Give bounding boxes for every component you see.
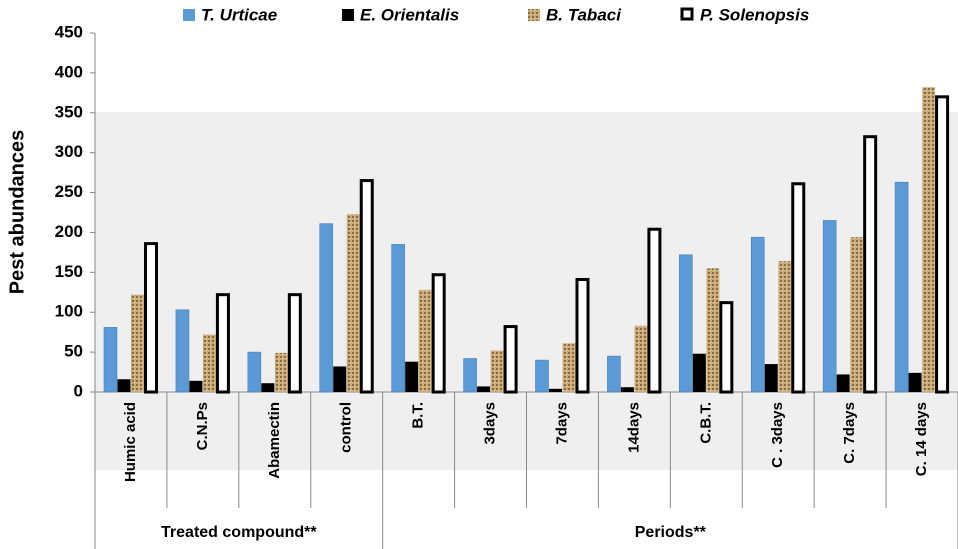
x-tick-label: C.B.T. [697, 402, 714, 444]
legend-label: T. Urticae [201, 5, 277, 24]
bar [202, 334, 216, 392]
y-tick-label: 100 [55, 302, 83, 321]
bar [189, 380, 203, 392]
bar [503, 325, 518, 394]
x-tick-label: Humic acid [122, 402, 139, 482]
bar [431, 273, 446, 394]
bar [418, 289, 432, 392]
y-tick-label: 250 [55, 182, 83, 201]
bar [261, 383, 275, 392]
bar [274, 352, 288, 392]
bar [144, 242, 158, 394]
x-tick-label: C . 3days [769, 402, 786, 468]
bar [247, 351, 262, 393]
x-tick-label: 3days [482, 402, 499, 445]
bar [706, 268, 720, 392]
y-tick-label: 350 [55, 102, 83, 121]
legend-swatch [183, 9, 195, 21]
bar [405, 361, 419, 392]
bar [620, 387, 634, 392]
bar [490, 350, 504, 392]
y-tick-label: 0 [74, 381, 83, 400]
bar [535, 359, 549, 393]
bar [175, 309, 190, 393]
y-tick-label: 300 [55, 142, 83, 161]
bar [359, 179, 374, 394]
y-tick-label: 50 [64, 342, 83, 361]
bar [908, 372, 922, 392]
legend-swatch [680, 7, 694, 21]
bar [791, 182, 806, 394]
bar [333, 366, 347, 392]
x-tick-label: C. 7days [841, 402, 858, 464]
x-tick-label: Abamectin [266, 402, 283, 479]
y-tick-label: 150 [55, 262, 83, 281]
x-tick-label: C. 14 days [913, 402, 930, 476]
legend-label: E. Orientalis [360, 5, 459, 24]
bar [836, 374, 850, 392]
x-tick-label: C.N.Ps [194, 402, 211, 450]
legend-label: P. Solenopsis [700, 5, 809, 24]
bar [549, 388, 562, 392]
bar [575, 278, 590, 394]
bar [477, 386, 491, 392]
group-label: Treated compound** [161, 524, 317, 541]
bar [935, 95, 950, 394]
legend-swatch [528, 9, 540, 21]
bar [319, 223, 334, 393]
bar [391, 244, 405, 393]
bar [634, 325, 648, 392]
y-tick-label: 200 [55, 222, 83, 241]
y-axis-label: Pest abundances [6, 130, 28, 295]
bar [922, 87, 936, 392]
bar [607, 355, 621, 393]
bar [894, 181, 909, 393]
x-tick-label: control [338, 402, 355, 453]
x-tick-label: 7days [553, 402, 570, 445]
bar [215, 293, 230, 394]
bar [764, 364, 778, 392]
bar [692, 353, 706, 392]
bar [822, 220, 837, 393]
bar [346, 214, 360, 392]
y-tick-label: 400 [55, 62, 83, 81]
bar [719, 301, 734, 394]
legend-label: B. Tabaci [546, 5, 622, 24]
bar [750, 236, 765, 393]
x-tick-label: 14days [625, 402, 642, 453]
x-tick-label: B.T. [410, 402, 427, 429]
bar [562, 343, 576, 392]
bar [647, 227, 662, 394]
legend-swatch [342, 9, 354, 21]
bar [850, 237, 864, 392]
bar [778, 261, 792, 392]
y-tick-label: 450 [55, 22, 83, 41]
bar [679, 254, 693, 393]
bar [287, 293, 302, 394]
bar [131, 294, 144, 392]
bar [117, 379, 131, 392]
bar [103, 327, 118, 393]
bar [463, 358, 477, 393]
group-label: Periods** [635, 524, 707, 541]
bar [863, 135, 878, 394]
